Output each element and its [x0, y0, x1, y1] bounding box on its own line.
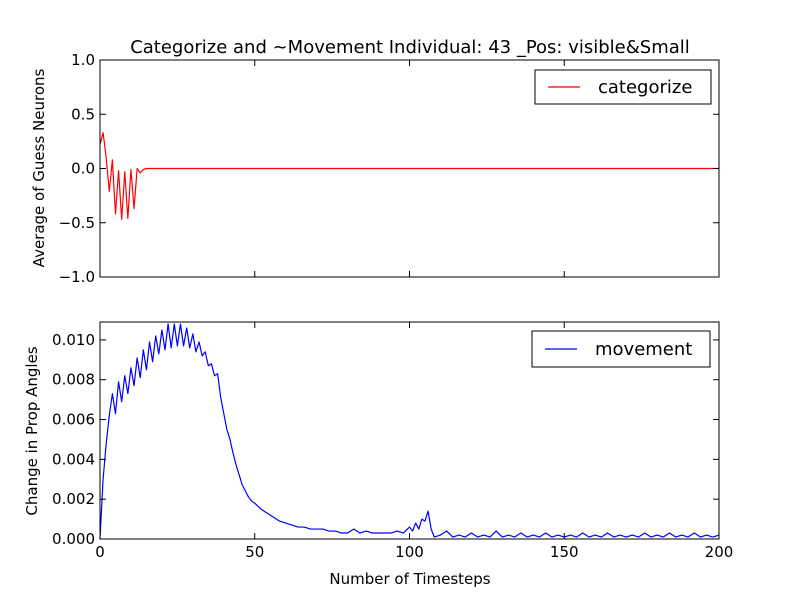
bottom-y-tick-label: 0.000 [52, 530, 95, 548]
bottom-plot-area: 0 50 100 150 200 0.000 0.002 0.004 0.006 0.008 0.0… [52, 321, 734, 561]
movement-panel: Change in Prop Angles Number of Timestep… [23, 321, 734, 588]
bottom-y-tick-label: 0.002 [52, 490, 95, 508]
categorize-legend-label: categorize [598, 77, 692, 98]
categorize-series-line [99, 132, 719, 221]
bottom-y-tick-label: 0.010 [52, 331, 95, 349]
chart-title: Categorize and ~Movement Individual: 43 … [130, 37, 690, 58]
bottom-legend: movement [531, 330, 711, 368]
x-tick-label: 50 [245, 543, 264, 561]
x-axis-label: Number of Timesteps [329, 570, 490, 588]
bottom-y-tick-label: 0.008 [52, 371, 95, 389]
top-y-axis-label: Average of Guess Neurons [30, 68, 48, 267]
top-y-tick-label: −0.5 [59, 214, 95, 232]
x-tick-label: 150 [550, 543, 579, 561]
top-y-tick-label: 0.5 [71, 105, 95, 123]
top-y-tick-label: 0.0 [71, 160, 95, 178]
top-y-tick-label: −1.0 [59, 268, 95, 286]
movement-legend-label: movement [595, 339, 692, 360]
x-tick-label: 0 [95, 543, 105, 561]
movement-series-line [99, 323, 720, 540]
top-plot-area: −1.0 −0.5 0.0 0.5 1.0 [59, 51, 720, 286]
bottom-y-tick-label: 0.006 [52, 411, 95, 429]
bottom-y-tick-label: 0.004 [52, 450, 95, 468]
categorize-panel: Categorize and ~Movement Individual: 43 … [30, 37, 720, 286]
top-legend: categorize [534, 69, 712, 105]
x-tick-label: 100 [395, 543, 424, 561]
x-tick-label: 200 [705, 543, 734, 561]
bottom-y-axis-label: Change in Prop Angles [23, 346, 41, 515]
top-y-tick-label: 1.0 [71, 51, 95, 69]
